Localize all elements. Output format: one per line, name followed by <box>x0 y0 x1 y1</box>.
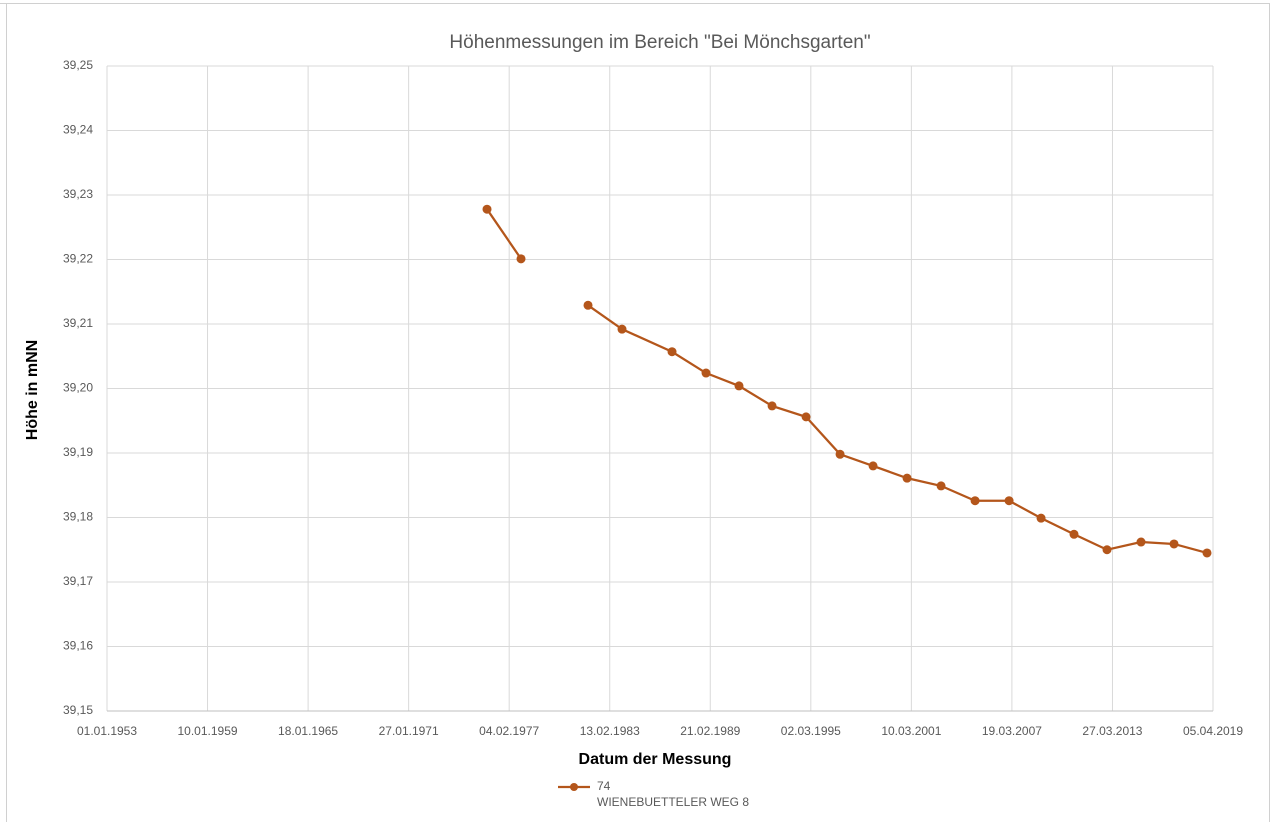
data-point <box>701 368 711 378</box>
y-tick-label: 39,20 <box>63 381 93 395</box>
x-tick-label: 21.02.1989 <box>680 724 740 738</box>
y-tick-label: 39,24 <box>63 123 93 137</box>
legend-label: 74 <box>597 779 611 793</box>
data-point <box>734 381 744 391</box>
legend-swatch-marker <box>570 783 578 791</box>
x-tick-label: 27.03.2013 <box>1082 724 1142 738</box>
data-point <box>516 254 526 264</box>
y-tick-label: 39,16 <box>63 639 93 653</box>
y-tick-label: 39,25 <box>63 58 93 72</box>
x-tick-label: 10.01.1959 <box>178 724 238 738</box>
legend-note: WIENEBUETTELER WEG 8 <box>597 795 749 809</box>
legend: 74 WIENEBUETTELER WEG 8 <box>558 779 749 809</box>
plot <box>482 204 1212 558</box>
y-tick-label: 39,17 <box>63 574 93 588</box>
data-point <box>835 449 845 459</box>
data-point <box>1169 539 1179 549</box>
data-point <box>1004 496 1014 506</box>
x-tick-label: 05.04.2019 <box>1183 724 1243 738</box>
data-point <box>667 347 677 357</box>
data-point <box>970 496 980 506</box>
y-axis-title: Höhe in mNN <box>24 340 41 440</box>
data-point <box>868 461 878 471</box>
data-point <box>1202 548 1212 558</box>
data-point <box>482 204 492 214</box>
data-point <box>1069 529 1079 539</box>
y-tick-label: 39,19 <box>63 445 93 459</box>
data-point <box>583 300 593 310</box>
x-tick-label: 04.02.1977 <box>479 724 539 738</box>
chart-title: Höhenmessungen im Bereich "Bei Mönchsgar… <box>449 32 870 53</box>
data-point <box>617 324 627 334</box>
y-tick-label: 39,21 <box>63 316 93 330</box>
grid: 39,15 39,16 39,17 39,18 39,19 39,20 39,21 39,22… <box>63 58 1243 738</box>
y-tick-label: 39,22 <box>63 252 93 266</box>
data-point <box>767 401 777 411</box>
x-tick-label: 01.01.1953 <box>77 724 137 738</box>
x-tick-label: 02.03.1995 <box>781 724 841 738</box>
x-tick-label: 19.03.2007 <box>982 724 1042 738</box>
x-tick-label: 18.01.1965 <box>278 724 338 738</box>
y-tick-label: 39,18 <box>63 510 93 524</box>
x-axis-title: Datum der Messung <box>579 751 732 768</box>
data-point <box>1102 545 1112 555</box>
data-point <box>1036 513 1046 523</box>
x-tick-label: 27.01.1971 <box>379 724 439 738</box>
data-point <box>1136 537 1146 547</box>
data-point <box>936 481 946 491</box>
x-tick-label: 10.03.2001 <box>881 724 941 738</box>
x-tick-label: 13.02.1983 <box>580 724 640 738</box>
data-point <box>902 473 912 483</box>
y-tick-label: 39,15 <box>63 703 93 717</box>
y-tick-label: 39,23 <box>63 187 93 201</box>
data-point <box>801 412 811 422</box>
